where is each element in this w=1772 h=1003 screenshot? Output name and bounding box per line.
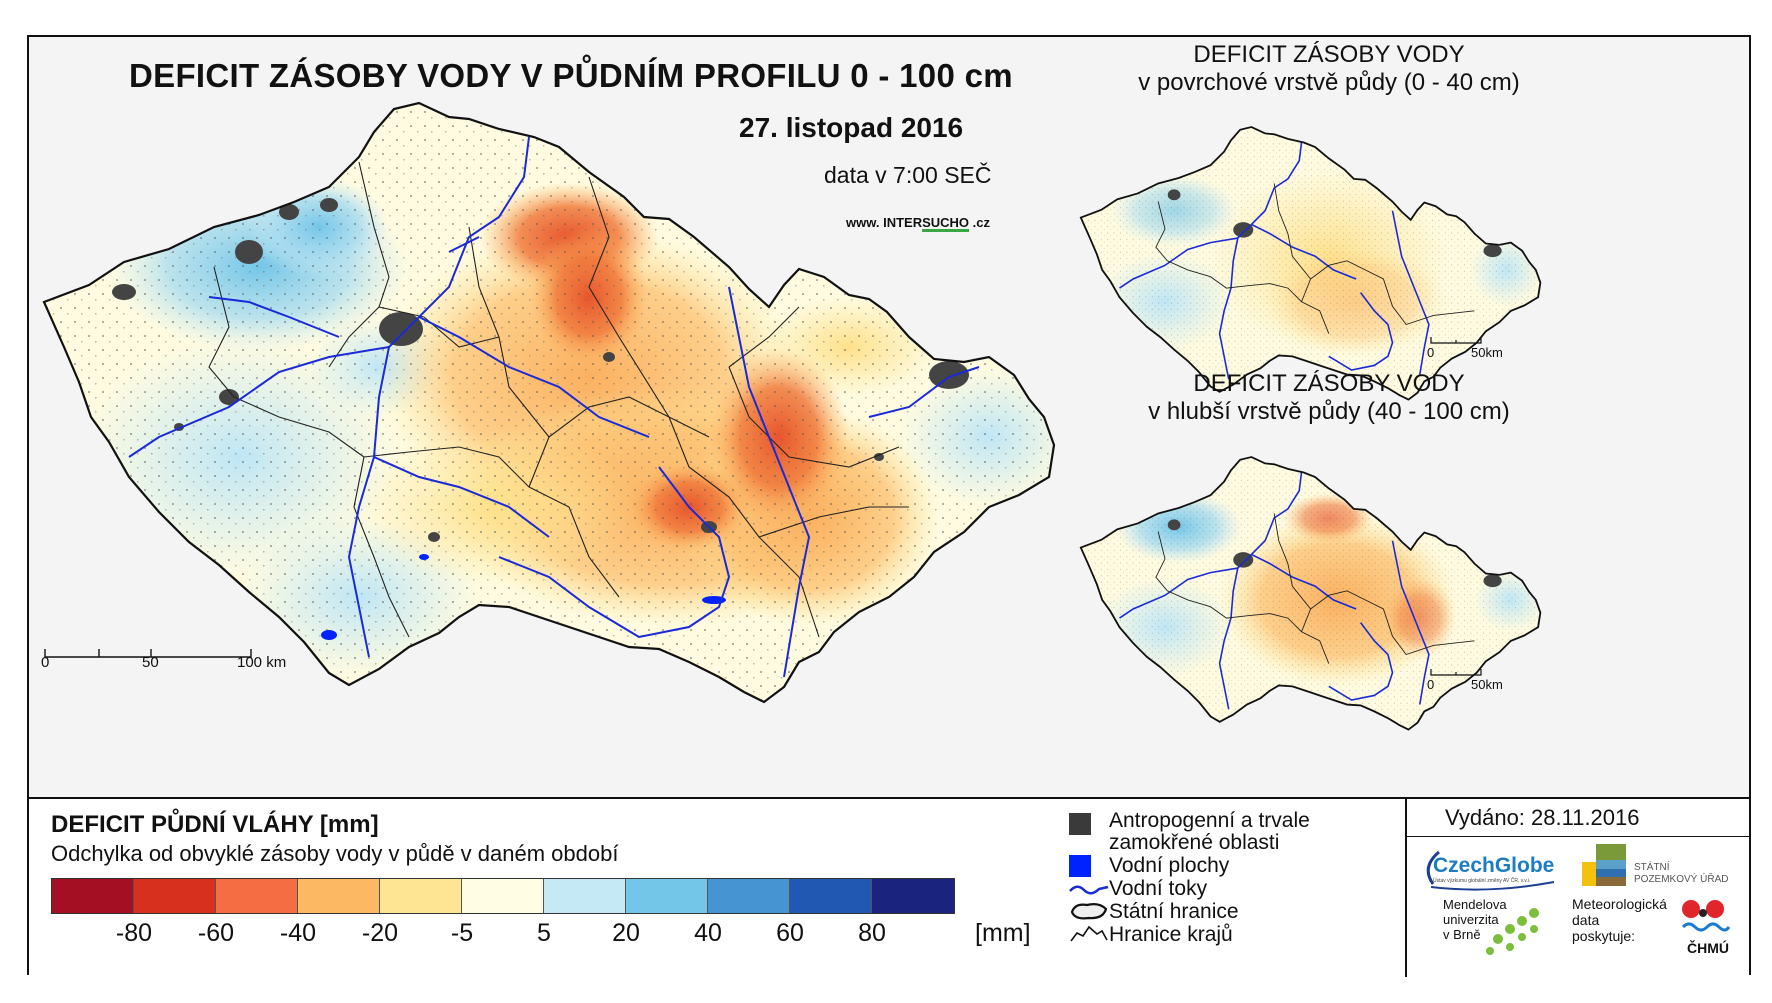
inset-top-scale-label-0: 0 [1427,345,1435,360]
mendel-line1: Mendelova [1443,897,1507,912]
color-scale-swatch [462,879,544,913]
main-scalebar [44,649,252,658]
inset-top-title: DEFICIT ZÁSOBY VODY v povrchové vrstvě p… [1069,41,1589,97]
inset-bottom-title-line1: DEFICIT ZÁSOBY VODY [1193,370,1465,397]
credits-panel [1405,799,1751,977]
website-highlight: SUCHO [922,215,970,230]
inset-bottom-title: DEFICIT ZÁSOBY VODY v hlubší vrstvě půdy… [1069,370,1589,426]
river-line-icon [1069,885,1109,895]
legend-state-border: Státní hranice [1109,900,1239,923]
website-suffix: .cz [969,215,990,230]
czechglobe-name: CzechGlobe [1433,854,1555,877]
czechglobe-logo [1426,850,1555,891]
legend-region-border: Hranice krajů [1109,923,1233,946]
color-scale-swatch [52,879,134,913]
legend-water-bodies: Vodní plochy [1109,854,1230,877]
region-border-icon [1070,925,1108,942]
main-map-data-time: data v 7:00 SEČ [824,162,992,188]
color-scale-swatch [380,879,462,913]
spu-logo-icon [1582,844,1626,886]
meteo-line2: data [1572,912,1600,928]
inset-bottom-map [1079,456,1542,731]
legend-panel: DEFICIT PŮDNÍ VLÁHY [mm] Odchylka od obv… [29,797,1749,977]
inset-bottom-scale-label-0: 0 [1427,677,1435,692]
color-scale-tick-label: -20 [361,919,399,947]
legend-anthropogenic-line2: zamokřené oblasti [1109,831,1280,854]
color-scale-tick-label: 80 [858,919,886,947]
main-scale-label-50: 50 [142,654,159,671]
website-prefix: www. INTER [846,215,923,230]
color-scale-unit: [mm] [975,919,1031,947]
inset-top-title-line1: DEFICIT ZÁSOBY VODY [1193,41,1465,68]
website-link[interactable]: www. INTERSUCHO .cz [846,215,990,230]
color-scale-tick-label: -5 [450,919,474,947]
spu-line2: POZEMKOVÝ ÚŘAD [1634,874,1729,885]
inset-top-title-line2: v povrchové vrstvě půdy (0 - 40 cm) [1138,69,1520,96]
main-map-title: DEFICIT ZÁSOBY VODY V PŮDNÍM PROFILU 0 -… [129,57,1013,94]
spu-line1: STÁTNÍ [1634,862,1670,873]
inset-bottom-title-line2: v hlubší vrstvě půdy (40 - 100 cm) [1148,398,1510,425]
czechglobe-subtitle: Ústav výzkumu globální změny AV ČR, v.v.… [1433,878,1531,884]
mendel-line3: v Brně [1443,927,1481,942]
color-scale-swatch [626,879,708,913]
color-scale-swatch [134,879,216,913]
issued-date: Vydáno: 28.11.2016 [1445,805,1640,830]
color-scale-swatch [872,879,954,913]
color-scale-tick-label: 20 [612,919,640,947]
inset-top-scalebar [1430,337,1482,344]
color-scale-tick-label: 5 [537,919,551,947]
inset-bottom-scalebar [1430,669,1482,676]
chmu-name: ČHMÚ [1687,940,1729,956]
mendel-line2: univerzita [1443,912,1499,927]
color-scale-swatch [790,879,872,913]
dark-square-icon [1069,813,1091,835]
mendel-dots-icon [1486,908,1539,955]
color-scale-tick-label: 40 [694,919,722,947]
inset-top-map [1079,126,1542,401]
credits-divider [1405,836,1749,837]
color-scale-swatch [544,879,626,913]
color-scale-tick-label: 60 [776,919,804,947]
color-scale-tick-label: -80 [115,919,153,947]
map-canvas [42,101,1542,731]
main-scale-label-100: 100 km [237,654,287,671]
meteo-line3: poskytuje: [1572,928,1636,944]
state-border-icon [1070,903,1108,920]
map-frame: DEFICIT ZÁSOBY VODY V PŮDNÍM PROFILU 0 -… [27,35,1751,977]
color-scale-swatch [298,879,380,913]
color-scale-tick-label: -40 [279,919,317,947]
legend-subtitle: Odchylka od obvyklé zásoby vody v půdě v… [51,841,619,866]
blue-square-icon [1069,855,1091,877]
chmu-logo-icon [1681,900,1731,932]
color-scale [51,878,955,914]
color-scale-tick-label: -60 [197,919,235,947]
color-scale-swatch [708,879,790,913]
main-map-date: 27. listopad 2016 [739,112,964,143]
main-scale-label-0: 0 [41,654,50,671]
inset-top-scale-label-50: 50km [1471,345,1503,360]
legend-anthropogenic-line1: Antropogenní a trvale [1109,809,1310,832]
inset-bottom-scale-label-50: 50km [1471,677,1503,692]
legend-title: DEFICIT PŮDNÍ VLÁHY [mm] [51,811,379,838]
legend-rivers: Vodní toky [1109,877,1208,900]
meteo-line1: Meteorologická [1572,896,1667,912]
color-scale-swatch [216,879,298,913]
